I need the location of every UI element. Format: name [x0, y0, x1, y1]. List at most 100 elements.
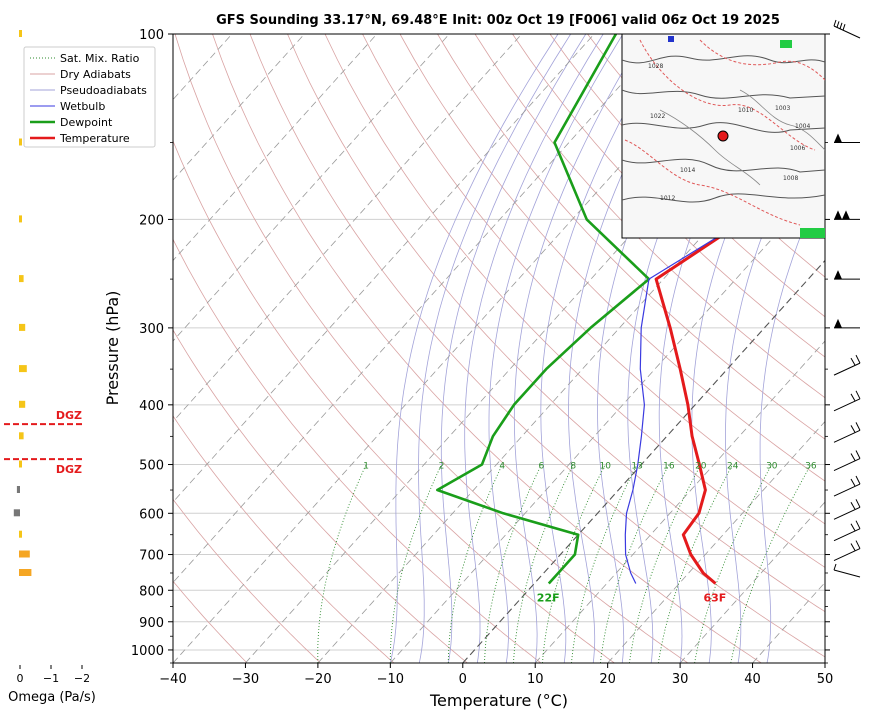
wind-barb	[833, 499, 861, 520]
x-tick-label: 40	[744, 672, 761, 687]
pseudoadiabat-line	[488, 34, 624, 663]
wind-barb	[834, 133, 860, 143]
map-isobar-label: 1004	[795, 123, 810, 130]
omega-bar	[19, 460, 22, 468]
pseudoadiabat-line	[440, 34, 587, 663]
dgz-label: DGZ	[56, 409, 82, 422]
x-tick-label: 50	[817, 672, 834, 687]
x-axis-ticks: −40 −30 −20 −10 0 10 20 30 40 50	[159, 663, 833, 687]
pseudoadiabat-line	[597, 34, 726, 663]
dry-adiabat-line	[173, 580, 248, 663]
map-isobar-label: 1012	[660, 195, 675, 202]
pseudoadiabat-line	[389, 34, 559, 663]
pseudoadiabat-line	[725, 99, 825, 663]
wind-barbs	[833, 19, 861, 578]
profile-lines	[435, 34, 825, 585]
dry-adiabat-line	[474, 34, 825, 399]
dry-adiabat-line	[549, 34, 825, 318]
temperature-line	[654, 155, 825, 585]
map-isobar-label: 1008	[783, 175, 798, 182]
pseudoadiabat-line	[568, 34, 697, 663]
wind-barb	[833, 520, 861, 542]
mixing-ratio-line	[484, 464, 542, 663]
y-tick-label: 200	[139, 213, 164, 228]
dry-adiabat-line	[173, 498, 321, 663]
y-tick-label: 800	[139, 584, 164, 599]
y-axis-ticks: 100 200 300 400 500 600 700 800 900 1000	[131, 28, 830, 664]
mixing-ratio-line	[317, 464, 367, 663]
mixing-ratio-line	[542, 464, 606, 663]
y-axis-label: Pressure (hPa)	[103, 291, 122, 406]
mixing-ratio-label: 30	[766, 462, 778, 472]
mixing-ratio-label: 13	[631, 462, 642, 472]
dgz-label: DGZ	[56, 463, 82, 476]
dry-adiabat-line	[174, 34, 689, 663]
wind-barb	[833, 422, 861, 443]
surface-temp-label: 63F	[704, 592, 727, 605]
mixing-ratio-line	[694, 464, 773, 663]
dry-adiabat-line	[173, 415, 395, 663]
map-isobar-label: 1022	[650, 113, 665, 120]
legend-sat-mix-ratio: Sat. Mix. Ratio	[60, 52, 140, 65]
dry-adiabat-line	[249, 34, 825, 658]
pseudoadiabat-line	[658, 34, 791, 663]
omega-bar	[19, 400, 26, 408]
pseudoadiabat-line	[691, 34, 825, 663]
dry-adiabat-line	[437, 34, 825, 440]
map-isobar-label: 1010	[738, 107, 753, 114]
dry-adiabat-line	[850, 34, 869, 663]
wind-barb	[833, 475, 861, 497]
omega-tick-label: −2	[74, 672, 90, 685]
omega-tick-label: −1	[43, 672, 59, 685]
omega-bar	[13, 509, 20, 517]
legend-dewpoint: Dewpoint	[60, 116, 113, 129]
y-tick-label: 400	[139, 399, 164, 414]
wind-barb	[834, 318, 860, 329]
surface-labels: 63F 22F	[537, 592, 727, 605]
wind-barb	[834, 270, 860, 280]
legend-wetbulb: Wetbulb	[60, 100, 105, 113]
omega-bar	[19, 432, 24, 440]
dry-adiabat-line	[173, 329, 468, 663]
mixing-ratio-label: 20	[695, 462, 707, 472]
mixing-ratio-label: 36	[805, 462, 817, 472]
mixing-ratio-label: 6	[539, 462, 545, 472]
dewpoint-line	[435, 34, 651, 585]
chart-title: GFS Sounding 33.17°N, 69.48°E Init: 00z …	[216, 13, 780, 28]
x-tick-label: 10	[527, 672, 544, 687]
y-tick-label: 100	[139, 28, 164, 43]
wind-barb	[834, 210, 860, 220]
mixing-ratio-line	[513, 464, 574, 663]
legend: Sat. Mix. Ratio Dry Adiabats Pseudoadiab…	[23, 46, 156, 148]
dry-adiabat-line	[362, 34, 825, 525]
omega-bar	[19, 323, 26, 331]
mixing-ratio-line	[730, 464, 812, 663]
dry-adiabat-line	[173, 139, 615, 663]
mixing-ratio-line	[570, 464, 638, 663]
mixing-ratio-label: 2	[439, 462, 445, 472]
y-tick-label: 500	[139, 459, 164, 474]
isotherm-line	[173, 34, 667, 584]
wind-barb	[833, 540, 861, 561]
dry-adiabat-line	[212, 34, 762, 663]
omega-bar	[19, 569, 32, 576]
omega-bar	[19, 275, 24, 283]
wind-barb	[833, 390, 861, 412]
omega-bar	[19, 215, 22, 223]
wind-barb	[833, 19, 861, 39]
dry-adiabat-line	[512, 34, 825, 358]
x-tick-label: −10	[377, 672, 404, 687]
x-tick-label: 20	[599, 672, 616, 687]
legend-pseudoadiabats: Pseudoadiabats	[60, 84, 147, 97]
wind-barb	[833, 450, 861, 471]
x-tick-label: 0	[459, 672, 467, 687]
isotherm-line	[824, 662, 825, 663]
mixing-ratio-label: 1	[363, 462, 369, 472]
mixing-ratio-line	[657, 464, 734, 663]
legend-dry-adiabats: Dry Adiabats	[60, 68, 131, 81]
pseudoadiabat-line	[513, 34, 646, 663]
pseudoadiabat-line	[418, 34, 572, 663]
isotherm-line	[390, 179, 825, 663]
pseudoadiabat-line	[759, 176, 825, 663]
x-tick-label: −30	[232, 672, 259, 687]
